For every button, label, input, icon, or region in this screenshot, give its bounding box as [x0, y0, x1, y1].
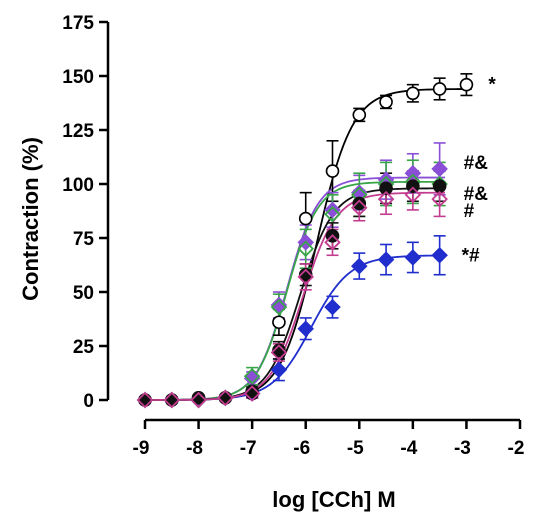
data-point [432, 179, 447, 193]
data-point [432, 82, 447, 96]
data-point [324, 234, 341, 251]
data-point [379, 95, 393, 109]
fit-curve-3 [144, 180, 445, 401]
data-point [270, 296, 288, 314]
data-point [324, 298, 341, 316]
significance-annotation: # [464, 201, 475, 222]
y-tick-label: 150 [62, 67, 94, 88]
data-point [217, 389, 234, 407]
data-point [406, 86, 420, 101]
data-point [218, 391, 233, 405]
data-point [297, 268, 314, 286]
data-point [190, 391, 207, 409]
x-axis-title: log [CCh] M [272, 487, 395, 512]
data-point [431, 190, 448, 208]
x-tick-label: -8 [186, 438, 203, 459]
y-tick-label: 100 [62, 175, 94, 196]
data-point [379, 181, 393, 196]
axes: 0 25 50 75 100 125 150 175 -9 -8 -7 -6 -5 -4 -3 -2 [62, 13, 524, 459]
significance-annotation: * [488, 75, 496, 96]
y-axis-title: Contraction (%) [18, 137, 43, 301]
fit-curve-2 [144, 176, 445, 401]
significance-annotation: #& [464, 184, 489, 205]
data-point [164, 393, 179, 407]
x-tick-label: -6 [293, 438, 310, 459]
data-point [270, 298, 288, 316]
data-point [459, 77, 474, 92]
significance-annotation: #& [464, 153, 489, 174]
data-point [272, 315, 286, 330]
x-tick-label: -9 [133, 438, 150, 459]
data-point [243, 367, 261, 385]
data-point [136, 391, 154, 409]
data-point [351, 257, 368, 275]
data-point [351, 199, 368, 217]
y-tick-label: 175 [62, 13, 94, 34]
data-points [136, 77, 474, 409]
data-point [297, 320, 314, 337]
data-point [352, 108, 367, 122]
y-tick-label: 50 [73, 283, 94, 304]
y-tick-label: 75 [73, 229, 95, 250]
data-point [404, 186, 422, 204]
x-tick-label: -2 [508, 438, 525, 459]
y-tick-label: 0 [83, 391, 94, 412]
data-point [377, 251, 395, 268]
data-point [163, 391, 181, 409]
x-tick-label: -7 [240, 438, 257, 459]
data-point [270, 344, 288, 361]
x-tick-label: -5 [347, 438, 364, 459]
data-point [377, 190, 395, 208]
data-point [270, 361, 288, 379]
data-point [243, 385, 261, 402]
x-tick-label: -3 [454, 438, 471, 459]
data-point [324, 201, 341, 219]
data-point [352, 196, 367, 211]
data-point [406, 179, 420, 193]
data-point [138, 393, 152, 407]
significance-annotation: *# [462, 245, 480, 266]
y-tick-label: 125 [62, 121, 94, 142]
fit-curve-5 [145, 191, 446, 401]
data-point [298, 211, 313, 226]
data-point [431, 247, 448, 264]
data-point [324, 205, 341, 223]
data-point [431, 160, 448, 178]
y-tick-label: 25 [73, 337, 95, 358]
data-point [325, 164, 340, 178]
annotations: **##&#&# [462, 75, 497, 267]
fit-curve-4 [145, 187, 445, 401]
data-point [297, 240, 314, 258]
x-tick-label: -4 [400, 438, 417, 459]
data-point [404, 249, 422, 266]
